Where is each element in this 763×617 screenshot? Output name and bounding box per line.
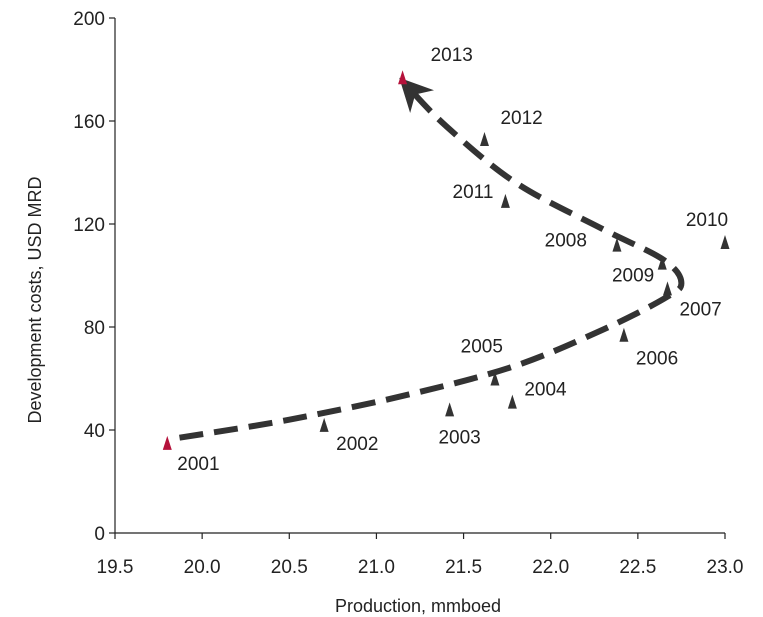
- point-label: 2001: [177, 454, 219, 475]
- point-label: 2009: [612, 266, 654, 287]
- point-label: 2012: [500, 108, 542, 129]
- x-tick-label: 20.5: [271, 557, 308, 578]
- point-marker: [319, 417, 329, 432]
- y-tick-label: 200: [73, 9, 105, 30]
- x-tick-label: 22.5: [619, 557, 656, 578]
- x-tick-label: 19.5: [97, 557, 134, 578]
- axes: 0 40 80 120 160 200 19.5 20.0 20.5 21.0 21.5 22.0 22…: [73, 9, 743, 578]
- point-label: 2008: [545, 231, 587, 252]
- point-label: 2002: [336, 434, 378, 455]
- point-marker: [612, 237, 622, 252]
- point-marker: [445, 402, 455, 417]
- y-tick-label: 160: [73, 112, 105, 133]
- point-marker: [720, 235, 730, 250]
- point-marker: [479, 132, 489, 147]
- y-tick-label: 120: [73, 215, 105, 236]
- x-tick-label: 20.0: [184, 557, 221, 578]
- point-label: 2004: [524, 380, 567, 401]
- x-tick-label: 22.0: [532, 557, 569, 578]
- x-tick-label: 21.0: [358, 557, 395, 578]
- point-label: 2010: [686, 210, 728, 231]
- point-marker: [162, 435, 172, 450]
- point-marker: [619, 327, 629, 342]
- point-label: 2003: [438, 427, 480, 448]
- trend-line-group: [179, 77, 685, 441]
- x-tick-label: 21.5: [445, 557, 482, 578]
- x-tick-label: 23.0: [707, 557, 744, 578]
- x-axis-title: Production, mmboed: [335, 596, 501, 616]
- point-marker: [662, 281, 672, 296]
- point-label: 2005: [461, 337, 503, 358]
- point-label: 2007: [679, 299, 721, 320]
- point-label: 2011: [453, 182, 494, 203]
- y-tick-label: 40: [84, 421, 105, 442]
- y-axis-title: Development costs, USD MRD: [25, 176, 45, 423]
- point-marker: [500, 193, 510, 208]
- point-marker: [657, 255, 667, 270]
- point-label: 2013: [431, 45, 473, 66]
- point-marker: [398, 70, 408, 85]
- y-tick-label: 80: [84, 318, 105, 339]
- point-marker: [507, 394, 517, 409]
- data-points: [162, 70, 730, 450]
- point-marker: [490, 371, 500, 386]
- point-label: 2006: [636, 349, 678, 370]
- y-tick-label: 0: [94, 524, 105, 545]
- trend-arrow: [179, 77, 685, 441]
- point-labels: 2001 2002 2003 2004 2005 2006 2007 2008 2009 2010…: [177, 45, 728, 475]
